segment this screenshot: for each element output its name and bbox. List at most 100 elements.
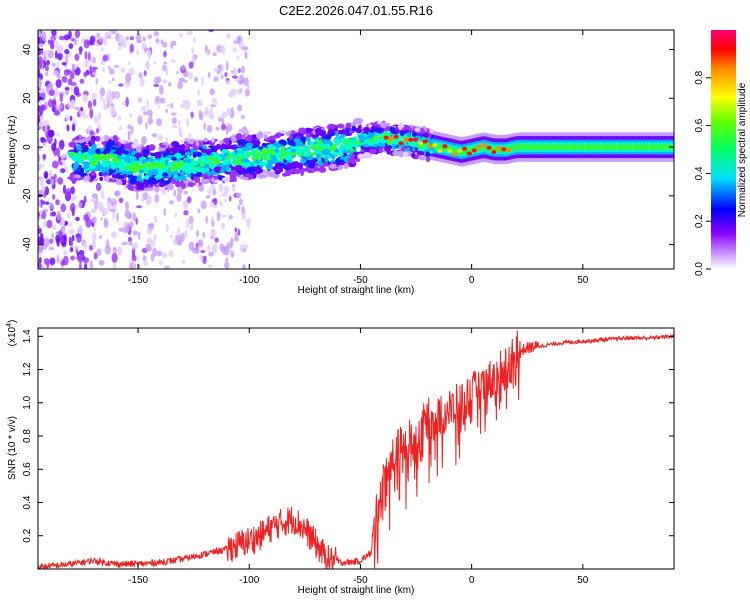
heatmap-cell [91, 216, 97, 224]
heatmap-cell [156, 118, 162, 127]
heatmap-cell [245, 142, 254, 147]
snr-y-ticks: 0.2 0.4 0.6 0.8 1.0 1.2 1.4 [22, 329, 674, 543]
heatmap-cell [252, 141, 257, 146]
heatmap-cell [223, 245, 230, 256]
heatmap-cell [68, 141, 77, 148]
heatmap-cell [135, 192, 139, 201]
heatmap-cell [141, 135, 147, 145]
heatmap-cell [218, 185, 223, 192]
heatmap-cell [172, 238, 178, 245]
heatmap-cell [143, 259, 149, 266]
heatmap-cell [92, 232, 97, 242]
heatmap-cell [109, 106, 116, 117]
heatmap-cell [258, 146, 264, 150]
heatmap-cell [481, 142, 487, 147]
heatmap-cell [142, 36, 146, 42]
heatmap-cell [64, 87, 70, 91]
heatmap-cell [605, 144, 609, 150]
heatmap-cell [129, 43, 134, 53]
heatmap-cell [91, 239, 97, 250]
heatmap-cell [49, 257, 56, 266]
heatmap-cell [61, 241, 67, 248]
heatmap-cell [40, 184, 46, 192]
heatmap-cell [127, 147, 134, 151]
heatmap-cell [221, 177, 231, 182]
heatmap-cell [74, 245, 79, 250]
heatmap-cell [205, 215, 208, 224]
heatmap-cell [78, 139, 85, 144]
heatmap-cell [233, 40, 238, 44]
snr-y-tick-label: 0.6 [22, 462, 33, 476]
heatmap-cell [359, 138, 365, 143]
heatmap-cell [654, 144, 658, 150]
heatmap-cell [294, 168, 300, 175]
heatmap-cell [209, 201, 214, 208]
heatmap-cell [166, 148, 173, 152]
heatmap-cell [150, 253, 155, 262]
heatmap-cell [124, 165, 130, 170]
heatmap-cell [145, 187, 155, 191]
heatmap-cell [205, 168, 210, 173]
heatmap-cell [542, 144, 546, 150]
heatmap-cell [220, 143, 227, 150]
heatmap-cell [188, 61, 194, 69]
heatmap-cell [59, 161, 63, 165]
heatmap-cell [461, 146, 468, 151]
heatmap-cell [157, 134, 163, 141]
heatmap-cell [56, 147, 61, 158]
heatmap-cell [136, 50, 139, 55]
heatmap-cell [96, 32, 100, 39]
heatmap-cell [169, 234, 174, 239]
heatmap-cell [216, 211, 221, 222]
heatmap-cell [300, 158, 307, 164]
heatmap-cell [162, 41, 168, 48]
heatmap-cell [46, 59, 50, 66]
heatmap-cell [153, 215, 158, 223]
heatmap-cell [349, 139, 355, 144]
heatmap-cell [43, 120, 50, 126]
heatmap-cell [649, 144, 653, 150]
heatmap-cell [117, 141, 122, 148]
heatmap-cell [90, 135, 96, 142]
heatmap-cell [255, 167, 261, 175]
heatmap-cell [208, 30, 214, 33]
heatmap-cell [179, 132, 183, 138]
heatmap-cell [314, 127, 323, 135]
heatmap-cell [112, 262, 117, 269]
heatmap-cell [645, 144, 649, 150]
heatmap-cell [171, 179, 177, 185]
heatmap-cell [117, 247, 123, 256]
snr-y-tick-label: 0.8 [22, 429, 33, 443]
heatmap-cell [92, 71, 97, 76]
heatmap-cell [91, 159, 99, 166]
heatmap-cell [240, 114, 246, 119]
heatmap-cell [265, 163, 273, 170]
heatmap-cell [386, 140, 393, 146]
heatmap-cell [203, 137, 208, 143]
heatmap-cell [315, 144, 321, 149]
spectrogram-x-label: Height of straight line (km) [298, 285, 415, 296]
heatmap-cell [246, 220, 251, 229]
heatmap-cell [191, 47, 195, 54]
heatmap-cell [52, 194, 56, 200]
heatmap-cell [109, 103, 115, 107]
heatmap-cell [206, 124, 213, 133]
heatmap-cell [176, 192, 182, 202]
heatmap-cell [217, 64, 221, 69]
heatmap-cell [580, 144, 584, 150]
heatmap-cell [197, 239, 204, 248]
heatmap-cell [663, 144, 667, 150]
heatmap-cell [155, 95, 160, 103]
heatmap-cell [175, 181, 181, 188]
heatmap-cell [369, 128, 375, 134]
heatmap-cell [153, 233, 157, 242]
heatmap-cell [405, 129, 409, 133]
heatmap-cell [65, 188, 71, 198]
heatmap-cell [77, 255, 84, 263]
heatmap-cell [99, 36, 104, 43]
heatmap-cell [585, 144, 589, 150]
heatmap-cell [71, 234, 75, 242]
heatmap-cell [56, 75, 61, 79]
heatmap-cell [415, 128, 420, 132]
heatmap-cell [393, 134, 399, 139]
